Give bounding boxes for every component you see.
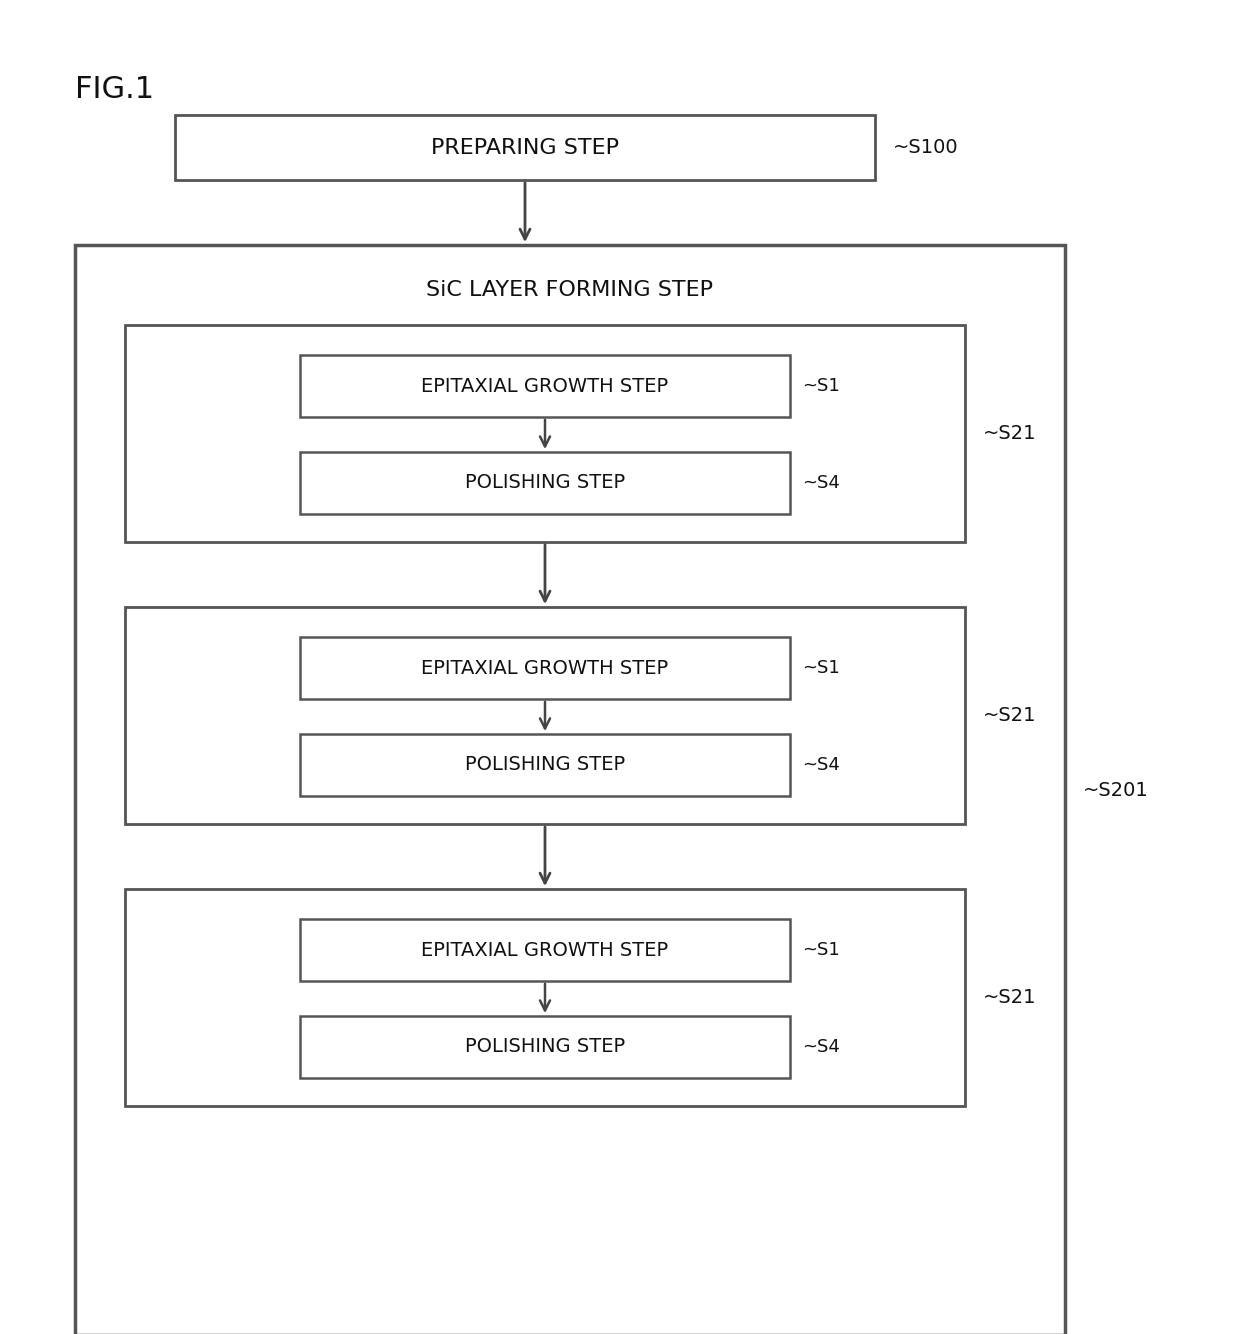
Bar <box>300 355 790 418</box>
Text: ~S1: ~S1 <box>802 940 839 959</box>
Text: POLISHING STEP: POLISHING STEP <box>465 474 625 492</box>
Text: ~S4: ~S4 <box>802 474 839 492</box>
Text: ~S21: ~S21 <box>983 424 1037 443</box>
Bar <box>300 919 790 980</box>
Bar <box>300 734 790 796</box>
Text: ~S4: ~S4 <box>802 756 839 774</box>
Text: EPITAXIAL GROWTH STEP: EPITAXIAL GROWTH STEP <box>422 376 668 395</box>
Text: EPITAXIAL GROWTH STEP: EPITAXIAL GROWTH STEP <box>422 659 668 678</box>
Text: SiC LAYER FORMING STEP: SiC LAYER FORMING STEP <box>427 280 713 300</box>
Text: ~S1: ~S1 <box>802 378 839 395</box>
Bar <box>300 638 790 699</box>
Bar <box>300 452 790 514</box>
Text: ~S21: ~S21 <box>983 706 1037 724</box>
Bar <box>125 325 965 542</box>
Bar <box>125 888 965 1106</box>
Bar <box>175 115 875 180</box>
Text: ~S100: ~S100 <box>893 137 959 157</box>
Bar <box>74 245 1065 1334</box>
Text: ~S201: ~S201 <box>1083 780 1148 799</box>
Text: ~S21: ~S21 <box>983 988 1037 1007</box>
Text: FIG.1: FIG.1 <box>74 75 154 104</box>
Text: EPITAXIAL GROWTH STEP: EPITAXIAL GROWTH STEP <box>422 940 668 959</box>
Bar <box>125 607 965 824</box>
Text: ~S1: ~S1 <box>802 659 839 676</box>
Text: POLISHING STEP: POLISHING STEP <box>465 1038 625 1057</box>
Bar <box>300 1017 790 1078</box>
Text: ~S4: ~S4 <box>802 1038 839 1057</box>
Text: PREPARING STEP: PREPARING STEP <box>432 137 619 157</box>
Text: POLISHING STEP: POLISHING STEP <box>465 755 625 775</box>
